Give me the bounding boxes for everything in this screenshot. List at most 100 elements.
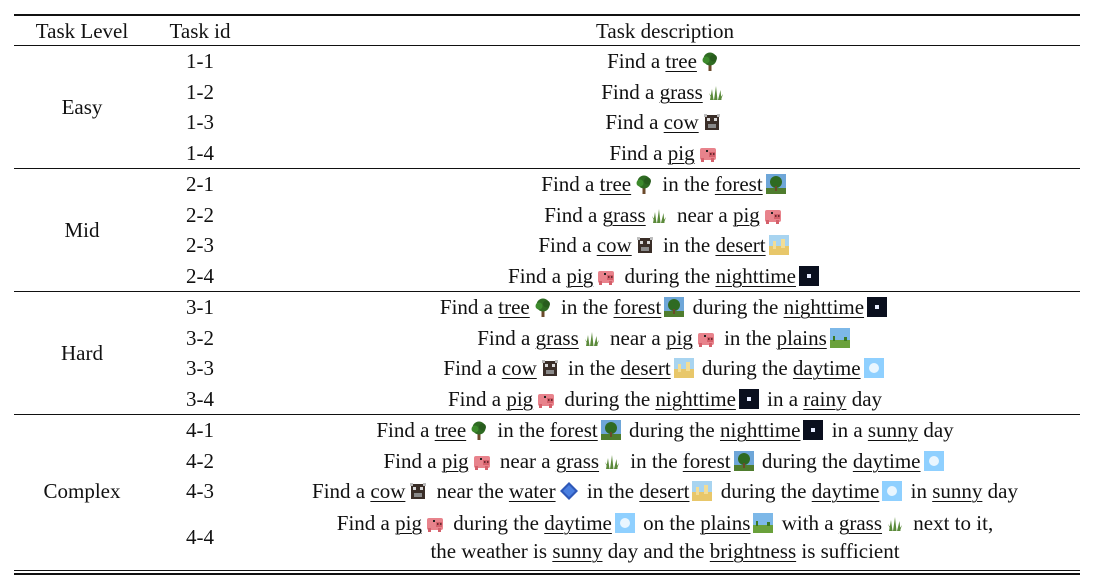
pig-icon — [472, 450, 492, 470]
task-table-container: Task Level Task id Task description Easy… — [14, 14, 1080, 575]
task-description-cell: Find a pig during the daytime on the pla… — [250, 507, 1080, 568]
tree-icon — [700, 50, 720, 72]
night-icon — [738, 388, 759, 409]
task-id-cell: 2-2 — [186, 202, 214, 227]
task-description-cell: Find a tree in the forest — [250, 169, 1080, 200]
task-id-cell: 1-2 — [186, 79, 214, 104]
description-text: during the — [756, 448, 853, 473]
table-row: 1-4 Find a pig — [14, 138, 1080, 169]
description-text: next to it, — [908, 511, 994, 535]
desert-icon — [692, 480, 713, 502]
description-text: during the — [623, 418, 720, 443]
keyword: cow — [370, 479, 406, 504]
keyword: grass — [535, 325, 579, 350]
header-task-description: Task description — [596, 18, 734, 43]
grass-icon — [885, 512, 905, 532]
desert-icon — [673, 357, 694, 379]
description-text: day — [982, 479, 1018, 504]
description-text: in the — [657, 172, 715, 197]
task-level-cell: Complex — [43, 479, 121, 504]
keyword: daytime — [811, 479, 880, 504]
forest-icon — [600, 419, 621, 441]
task-level-cell: Hard — [61, 341, 103, 365]
grass-icon — [602, 450, 622, 470]
description-text: during the — [715, 479, 812, 504]
description-text: near a — [671, 202, 733, 227]
task-id-cell: 2-4 — [186, 263, 214, 288]
keyword: water — [508, 479, 556, 504]
description-text: Find a — [607, 49, 666, 74]
task-description-cell: Find a grass near a pig — [250, 200, 1080, 231]
day-icon — [923, 450, 944, 471]
pig-icon — [698, 142, 718, 162]
description-text: Find a — [336, 511, 396, 535]
task-group-complex: Complex 4-1 Find a tree in the forest duri… — [14, 414, 1080, 568]
tree-icon — [634, 173, 654, 195]
night-icon — [803, 419, 824, 441]
task-id-cell: 3-2 — [186, 325, 214, 350]
keyword: desert — [715, 233, 766, 258]
description-text: Find a — [312, 479, 371, 504]
forest-icon — [664, 296, 685, 318]
description-text: in the — [718, 325, 777, 350]
description-text: during the — [447, 511, 545, 535]
cow-icon — [702, 111, 722, 131]
keyword: grass — [659, 79, 703, 104]
task-group-mid: Mid 2-1 Find a tree in the forest 2-2 Find a… — [14, 168, 1080, 292]
pig-icon — [763, 204, 783, 224]
keyword: tree — [665, 49, 697, 74]
task-description-cell: Find a cow near the water in the desert … — [250, 476, 1080, 507]
description-text: day — [918, 418, 954, 443]
task-id-cell: 4-4 — [186, 525, 214, 549]
table-row: Complex 4-1 Find a tree in the forest duri… — [14, 415, 1080, 503]
description-text: with a — [776, 511, 839, 535]
table-row: 4-3 Find a cow near the water in the dese… — [14, 476, 1080, 507]
task-id-cell: 3-4 — [186, 386, 214, 411]
description-text: Find a — [508, 263, 567, 288]
pig-icon — [425, 512, 445, 532]
task-description-cell: Find a tree in the forest during the nig… — [250, 415, 1080, 446]
description-text: near a — [494, 448, 556, 473]
table-row: 2-4 Find a pig during the nighttime — [14, 261, 1080, 292]
night-icon — [867, 296, 888, 318]
grass-icon — [582, 327, 602, 347]
table-row: 4-2 Find a pig near a grass in the forest… — [14, 446, 1080, 477]
keyword: pig — [441, 448, 469, 473]
description-text: near the — [431, 479, 509, 504]
keyword: sunny — [552, 539, 603, 563]
table-row: 3-3 Find a cow in the desert during the d… — [14, 353, 1080, 384]
keyword: cow — [596, 233, 632, 258]
grass-icon — [649, 204, 669, 224]
keyword: grass — [838, 511, 883, 535]
keyword: grass — [555, 448, 600, 473]
keyword: forest — [682, 448, 731, 473]
keyword: plains — [700, 511, 751, 535]
description-text: in the — [562, 356, 621, 381]
forest-icon — [733, 450, 754, 471]
task-group-hard: Hard 3-1 Find a tree in the forest during … — [14, 291, 1080, 415]
keyword: pig — [667, 140, 695, 165]
task-description-cell: Find a grass near a pig in the plains — [250, 323, 1080, 354]
description-text: in the — [492, 418, 550, 443]
header-task-id: Task id — [169, 18, 231, 43]
description-text: day and the — [602, 539, 710, 563]
task-description-cell: Find a pig — [250, 138, 1080, 169]
pig-icon — [536, 388, 556, 408]
task-description-cell: Find a cow — [250, 107, 1080, 138]
table-row: 2-2 Find a grass near a pig — [14, 200, 1080, 231]
table-bottom-rule — [14, 569, 1080, 575]
keyword: sunny — [932, 479, 983, 504]
task-id-cell: 3-1 — [186, 295, 214, 320]
header-task-level: Task Level — [35, 18, 129, 43]
description-text: in a — [761, 386, 804, 411]
task-level-cell: Easy — [61, 95, 103, 119]
task-description-cell: Find a tree in the forest during the nig… — [250, 292, 1080, 323]
keyword: daytime — [852, 448, 921, 473]
description-text: near a — [604, 325, 666, 350]
keyword: pig — [665, 325, 693, 350]
description-text: Find a — [538, 233, 597, 258]
table-row: Mid 2-1 Find a tree in the forest — [14, 169, 1080, 242]
keyword: pig — [566, 263, 594, 288]
task-description-cell: Find a grass — [250, 77, 1080, 108]
description-text: Find a — [477, 325, 536, 350]
